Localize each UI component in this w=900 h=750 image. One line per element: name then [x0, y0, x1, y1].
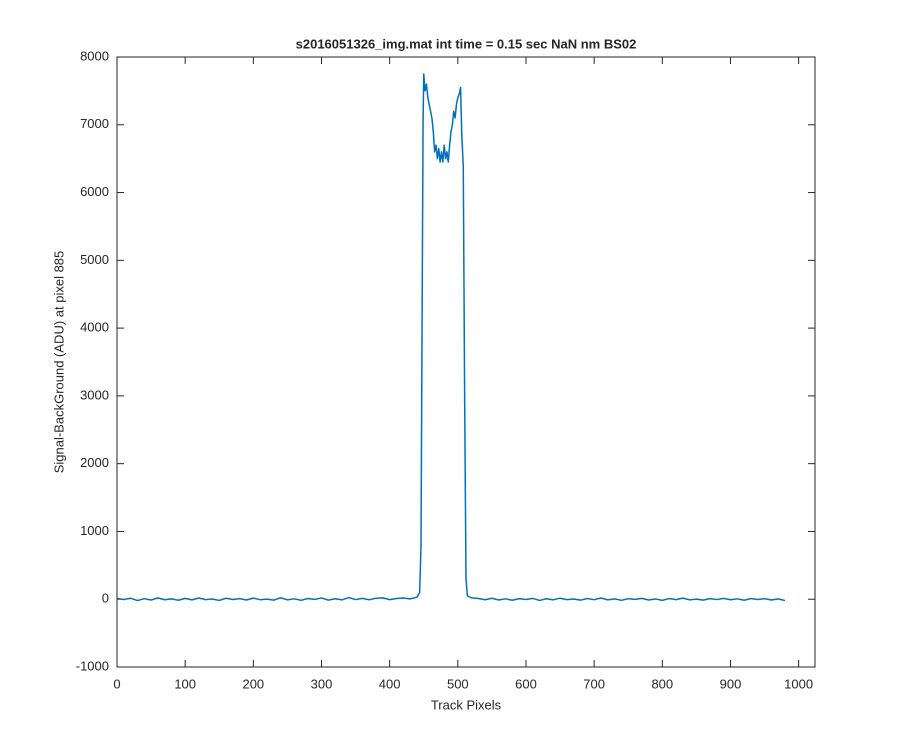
x-tick-label: 100 — [174, 676, 196, 691]
chart-title: s2016051326_img.mat int time = 0.15 sec … — [296, 36, 637, 51]
x-tick-label: 1000 — [784, 676, 813, 691]
y-tick-label: 3000 — [80, 387, 109, 402]
y-tick-label: -1000 — [76, 658, 109, 673]
y-tick-label: 4000 — [80, 320, 109, 335]
x-tick-label: 0 — [113, 676, 120, 691]
x-tick-label: 800 — [651, 676, 673, 691]
x-tick-label: 200 — [242, 676, 264, 691]
x-tick-label: 400 — [379, 676, 401, 691]
y-tick-label: 2000 — [80, 455, 109, 470]
y-tick-label: 5000 — [80, 252, 109, 267]
y-tick-label: 1000 — [80, 523, 109, 538]
x-tick-label: 900 — [720, 676, 742, 691]
x-tick-label: 500 — [447, 676, 469, 691]
x-tick-label: 700 — [583, 676, 605, 691]
x-tick-label: 300 — [311, 676, 333, 691]
y-axis-label: Signal-BackGround (ADU) at pixel 885 — [51, 251, 66, 474]
y-tick-label: 0 — [102, 591, 109, 606]
x-axis-label: Track Pixels — [431, 697, 502, 712]
y-tick-label: 8000 — [80, 48, 109, 63]
data-line — [116, 73, 786, 602]
y-tick-label: 7000 — [80, 116, 109, 131]
axes-box — [116, 56, 816, 668]
x-tick-label: 600 — [515, 676, 537, 691]
y-tick-label: 6000 — [80, 184, 109, 199]
